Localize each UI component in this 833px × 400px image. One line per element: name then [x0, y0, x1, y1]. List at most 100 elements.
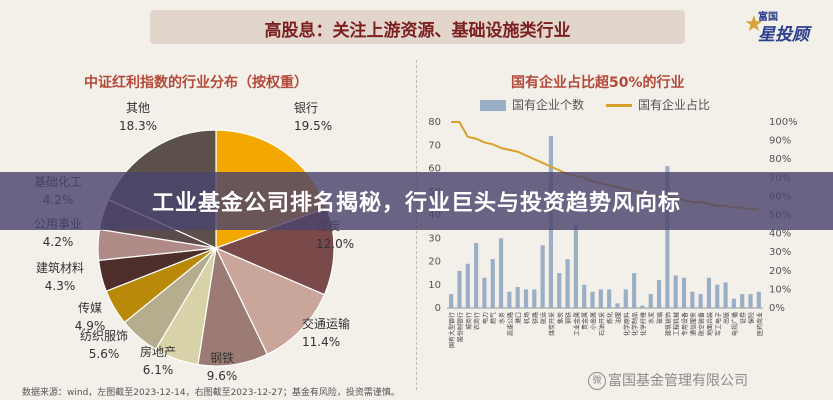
pie-slice-value: 9.6%: [207, 369, 238, 383]
bar: [532, 289, 537, 308]
bar: [540, 245, 545, 308]
y-right-tick-label: 0%: [769, 303, 785, 314]
pie-slice-label: 交通运输: [302, 316, 350, 331]
x-tick-label: 燃气: [490, 312, 498, 324]
bar: [665, 166, 670, 308]
bar: [465, 263, 470, 308]
bar: [715, 284, 720, 308]
x-tick-label: 油服: [614, 312, 622, 324]
bar: [748, 294, 753, 308]
legend-bar-swatch: [480, 100, 506, 111]
star-icon: ★: [744, 12, 764, 37]
bar: [640, 305, 645, 308]
bar: [598, 289, 603, 308]
pie-slice-label: 传媒: [78, 300, 102, 315]
x-tick-label: 机场: [523, 312, 531, 324]
bar: [474, 242, 479, 308]
bar: [632, 273, 637, 309]
watermark-text: 富国基金管理有限公司: [608, 373, 748, 389]
pie-slice-label: 银行: [294, 101, 318, 115]
x-tick-label: 军工电子: [714, 312, 722, 336]
page-title: 高股息：关注上游资源、基础设施类行业: [264, 21, 571, 41]
x-tick-label: 水务: [498, 312, 506, 324]
headline-banner: 工业基金公司排名揭秘，行业巨头与投资趋势风向标: [0, 172, 833, 230]
bar: [507, 291, 512, 308]
x-tick-label: 电力: [481, 312, 489, 324]
y-left-tick-label: 10: [428, 280, 441, 291]
x-tick-label: 工业金属: [573, 312, 581, 336]
pie-slice-value: 4.3%: [45, 279, 76, 293]
y-right-tick-label: 100%: [769, 117, 798, 128]
headline-text: 工业基金公司排名揭秘，行业巨头与投资趋势风向标: [151, 191, 681, 216]
bar: [623, 289, 628, 308]
x-tick-label: 工程机械: [673, 312, 681, 336]
bar: [482, 277, 487, 308]
pie-slice-label: 建筑材料: [36, 260, 84, 275]
x-tick-label: 电视广播: [731, 312, 739, 336]
pie-slice-value: 11.4%: [302, 335, 340, 349]
header-bar: 高股息：关注上游资源、基础设施类行业: [150, 10, 685, 44]
x-tick-label: 炼化: [606, 312, 614, 324]
x-tick-label: 化学纤维: [639, 312, 647, 336]
pie-slice-value: 18.3%: [119, 119, 157, 133]
pie-slice-value: 4.9%: [75, 319, 106, 333]
brand-logo: ★ 富国 星投顾: [744, 6, 824, 46]
y-left-tick-label: 20: [428, 257, 441, 268]
legend-line-swatch: [606, 104, 633, 107]
x-tick-label: 保险: [748, 312, 756, 324]
bar: [573, 224, 578, 308]
bar: [656, 280, 662, 308]
x-tick-label: 建筑装饰: [664, 312, 672, 336]
bar: [723, 282, 728, 308]
pie-chart: 银行19.5%煤炭12.0%交通运输11.4%钢铁9.6%房地产6.1%纺织服饰…: [34, 101, 354, 383]
pie-slice-value: 5.6%: [89, 347, 120, 361]
pie-slice-value: 12.0%: [316, 237, 354, 251]
x-tick-label: 水泥: [648, 312, 656, 324]
x-tick-label: 农商行: [473, 312, 481, 330]
y-right-tick-label: 90%: [769, 136, 791, 147]
x-tick-label: 铁路: [531, 312, 539, 324]
bar: [690, 291, 695, 308]
x-tick-label: 城商行: [465, 312, 473, 330]
x-tick-label: 地面兵装: [706, 312, 714, 336]
pie-slice-label: 房地产: [140, 344, 176, 359]
x-tick-label: 化学制品: [631, 312, 639, 336]
logo-main-text: 星投顾: [758, 25, 809, 45]
legend-bar-label: 国有企业个数: [512, 98, 585, 112]
bar: [523, 289, 529, 308]
pie-chart-title: 中证红利指数的行业分布（按权重）: [84, 75, 308, 91]
bar: [756, 291, 761, 308]
x-tick-label: 贵金属: [581, 312, 589, 330]
y-right-tick-label: 10%: [769, 284, 791, 295]
bar: [607, 289, 612, 308]
bar: [681, 277, 687, 308]
y-right-tick-label: 40%: [769, 229, 791, 240]
x-tick-label: 出版: [723, 312, 731, 324]
pie-slice-label: 纺织服饰: [80, 329, 128, 343]
x-tick-label: 证券: [739, 312, 747, 324]
x-tick-label: 高速公路: [506, 312, 514, 336]
bar: [731, 298, 736, 308]
bar: [706, 277, 712, 308]
pie-slice-label: 其他: [126, 101, 150, 115]
weibo-icon: 微: [588, 372, 606, 390]
x-tick-label: 国有大型银行: [448, 312, 456, 348]
bar: [582, 284, 587, 308]
pie-slice-value: 19.5%: [294, 119, 332, 133]
x-tick-label: 专用设备: [681, 312, 689, 336]
bar: [457, 270, 462, 308]
x-tick-label: 焦炭: [556, 312, 564, 324]
x-tick-label: 医药商业: [756, 312, 764, 336]
x-tick-label: 航运: [540, 312, 548, 324]
x-tick-label: 石油开采: [598, 312, 606, 336]
pie-slice-label: 钢铁: [210, 351, 234, 365]
x-tick-label: 化学原料: [623, 312, 631, 336]
x-tick-label: 港口: [515, 312, 523, 324]
watermark: 微富国基金管理有限公司: [588, 370, 748, 390]
y-left-tick-label: 60: [428, 164, 441, 175]
x-tick-label: 股份制银行: [456, 312, 464, 342]
bar-chart-title: 国有企业占比超50%的行业: [511, 75, 685, 91]
x-tick-label: 小金属: [590, 312, 598, 330]
x-tick-label: 钢铁: [565, 312, 573, 324]
